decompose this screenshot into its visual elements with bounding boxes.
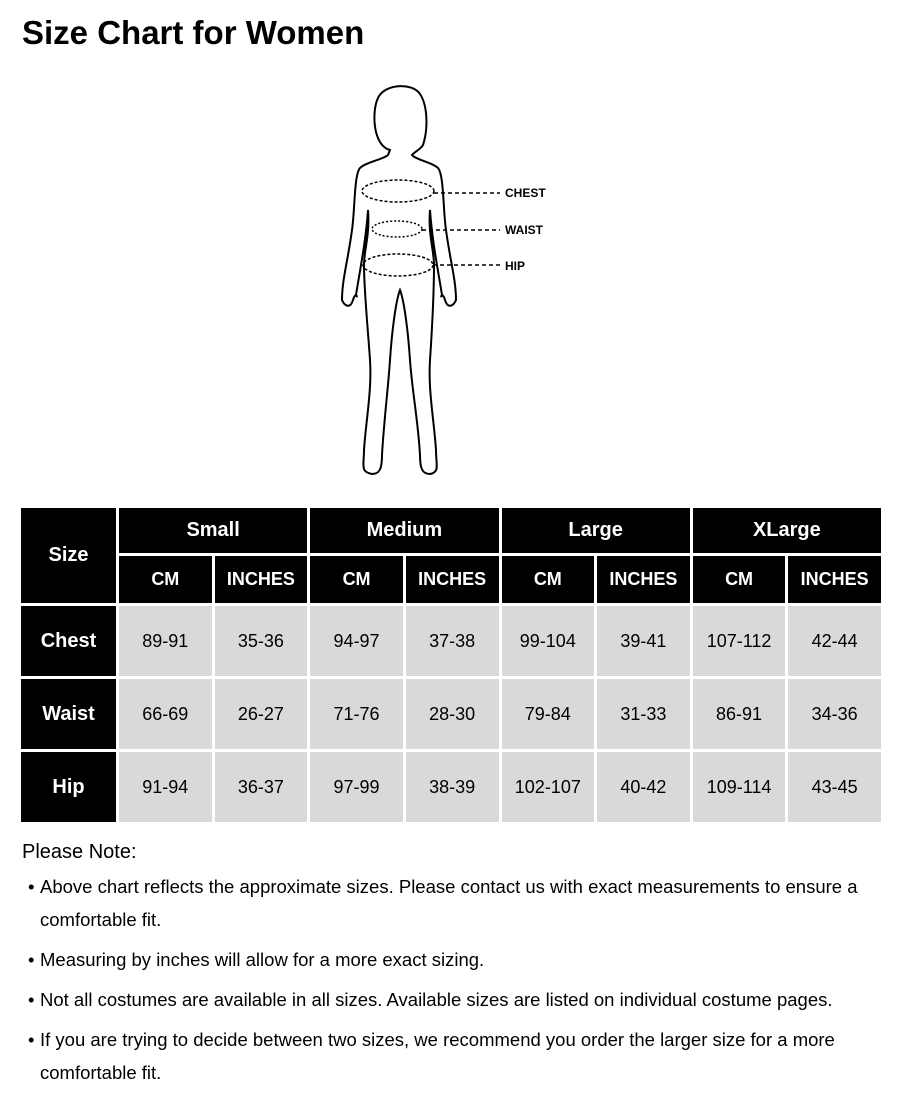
- unit-header: CM: [310, 556, 403, 603]
- table-cell: 38-39: [405, 752, 499, 822]
- table-cell: 99-104: [501, 606, 595, 676]
- unit-header: INCHES: [788, 556, 881, 603]
- size-header: Size: [21, 508, 116, 603]
- hip-label: HIP: [505, 259, 525, 273]
- table-row: Hip 91-94 36-37 97-99 38-39 102-107 40-42 109-1…: [21, 752, 881, 822]
- note-item: Not all costumes are available in all si…: [22, 983, 905, 1016]
- row-header: Waist: [21, 679, 116, 749]
- page-title: Size Chart for Women: [22, 14, 365, 51]
- table-cell: 66-69: [119, 679, 212, 749]
- group-header-small: Small: [119, 508, 308, 553]
- group-header-large: Large: [501, 508, 690, 553]
- table-cell: 86-91: [692, 679, 786, 749]
- table-cell: 43-45: [788, 752, 881, 822]
- table-cell: 28-30: [405, 679, 499, 749]
- waist-measure-line: [371, 220, 423, 238]
- unit-header: CM: [501, 556, 595, 603]
- table-cell: 40-42: [597, 752, 690, 822]
- table-row: Chest 89-91 35-36 94-97 37-38 99-104 39-41 107-…: [21, 606, 881, 676]
- note-item: If you are trying to decide between two …: [22, 1023, 905, 1089]
- row-header: Hip: [21, 752, 116, 822]
- note-item: Above chart reflects the approximate siz…: [22, 870, 905, 936]
- table-cell: 31-33: [597, 679, 690, 749]
- table-row: Waist 66-69 26-27 71-76 28-30 79-84 31-33 86-91…: [21, 679, 881, 749]
- unit-header: CM: [692, 556, 786, 603]
- table-cell: 89-91: [119, 606, 212, 676]
- table-cell: 91-94: [119, 752, 212, 822]
- note-item: Measuring by inches will allow for a mor…: [22, 943, 905, 976]
- table-cell: 107-112: [692, 606, 786, 676]
- notes-section: Please Note: Above chart reflects the ap…: [22, 838, 905, 1096]
- notes-title: Please Note:: [22, 841, 137, 863]
- table-cell: 42-44: [788, 606, 881, 676]
- notes-list: Above chart reflects the approximate siz…: [22, 870, 905, 1089]
- table-cell: 36-37: [214, 752, 308, 822]
- body-silhouette: [340, 85, 458, 476]
- group-header-xlarge: XLarge: [692, 508, 881, 553]
- table-cell: 26-27: [214, 679, 308, 749]
- table-cell: 34-36: [788, 679, 881, 749]
- table-cell: 71-76: [310, 679, 403, 749]
- unit-header: INCHES: [405, 556, 499, 603]
- table-cell: 97-99: [310, 752, 403, 822]
- table-cell: 39-41: [597, 606, 690, 676]
- size-chart-table: Size Small Medium Large XLarge CM INCHES C…: [18, 505, 884, 825]
- chest-label: CHEST: [505, 186, 546, 200]
- body-measurement-figure: CHEST WAIST HIP: [340, 85, 546, 476]
- table-cell: 37-38: [405, 606, 499, 676]
- unit-header: INCHES: [214, 556, 308, 603]
- table-cell: 109-114: [692, 752, 786, 822]
- unit-header: INCHES: [597, 556, 690, 603]
- table-cell: 94-97: [310, 606, 403, 676]
- group-header-medium: Medium: [310, 508, 499, 553]
- table-cell: 35-36: [214, 606, 308, 676]
- table-cell: 79-84: [501, 679, 595, 749]
- row-header: Chest: [21, 606, 116, 676]
- waist-label: WAIST: [505, 223, 544, 237]
- unit-header: CM: [119, 556, 212, 603]
- chest-measure-line: [361, 179, 435, 203]
- table-cell: 102-107: [501, 752, 595, 822]
- hip-measure-line: [362, 253, 434, 277]
